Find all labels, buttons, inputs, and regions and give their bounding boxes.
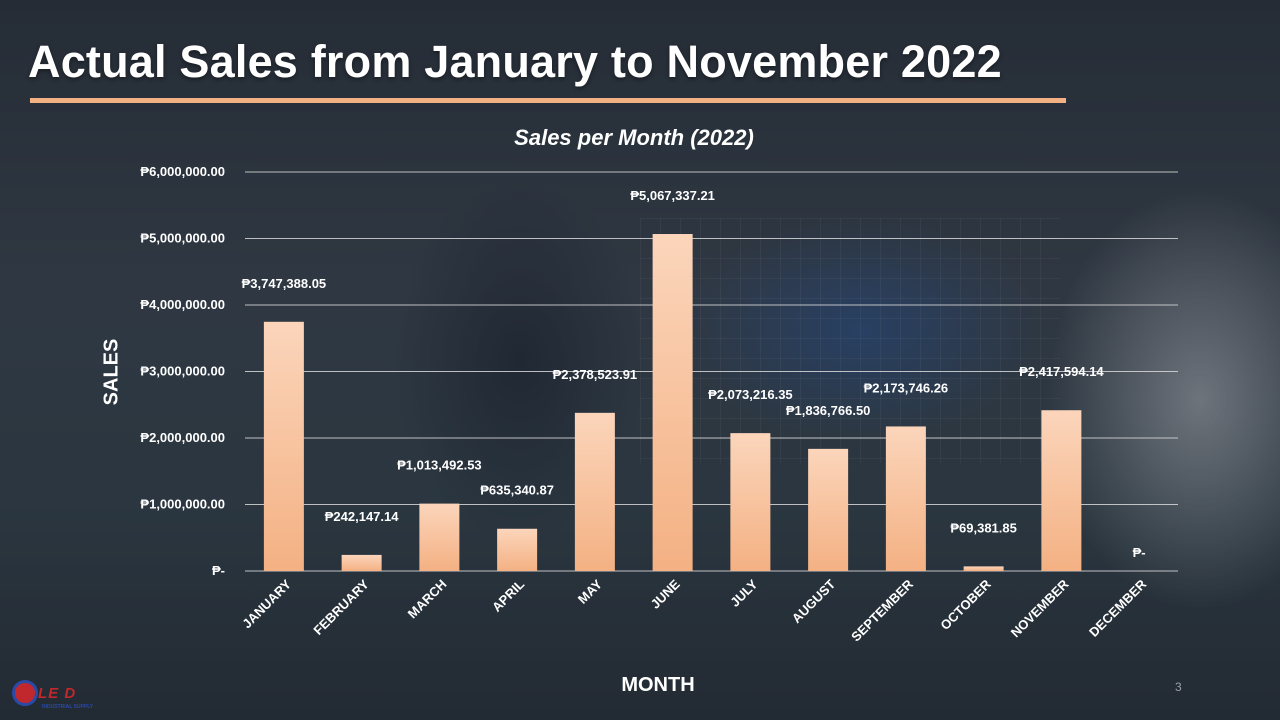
logo-ring-icon	[12, 680, 38, 706]
y-tick-label: ₱6,000,000.00	[140, 164, 225, 179]
bar	[341, 554, 382, 571]
bar	[808, 448, 849, 571]
bar	[574, 412, 615, 571]
logo-text: LE D	[38, 685, 77, 702]
logo-subtext: INDUSTRIAL SUPPLY	[42, 704, 94, 710]
x-tick-label: JUNE	[648, 576, 683, 611]
company-logo: LE D INDUSTRIAL SUPPLY	[12, 676, 112, 716]
x-tick-label: MAY	[575, 576, 605, 606]
bar	[963, 566, 1004, 571]
x-tick-label: JULY	[727, 576, 760, 609]
data-label: ₱69,381.85	[950, 520, 1017, 535]
bar	[419, 503, 460, 571]
y-tick-label: ₱1,000,000.00	[140, 497, 225, 512]
y-tick-label: ₱2,000,000.00	[140, 430, 225, 445]
background-monitor	[640, 218, 1060, 463]
x-tick-label: AUGUST	[789, 576, 838, 625]
y-tick-label: ₱-	[212, 563, 225, 578]
data-label: ₱2,417,594.14	[1019, 364, 1104, 379]
data-label: ₱635,340.87	[480, 483, 554, 498]
y-tick-label: ₱3,000,000.00	[140, 364, 225, 379]
bar	[263, 321, 304, 571]
x-tick-label: OCTOBER	[937, 576, 994, 633]
bar	[730, 433, 771, 571]
y-tick-label: ₱4,000,000.00	[140, 297, 225, 312]
bar	[885, 426, 926, 571]
x-tick-label: FEBRUARY	[310, 576, 372, 638]
data-label: ₱1,836,766.50	[786, 403, 871, 418]
data-label: ₱5,067,337.21	[630, 188, 715, 203]
data-label: ₱3,747,388.05	[242, 276, 327, 291]
slide-title: Actual Sales from January to November 20…	[28, 36, 1002, 87]
y-axis-title: SALES	[100, 338, 123, 406]
x-tick-label: APRIL	[489, 576, 527, 614]
x-tick-label: DECEMBER	[1086, 576, 1150, 640]
y-tick-label: ₱5,000,000.00	[140, 231, 225, 246]
data-label: ₱1,013,492.53	[397, 458, 482, 473]
data-label: ₱2,073,216.35	[708, 387, 793, 402]
data-label: ₱242,147.14	[325, 509, 400, 524]
page-number: 3	[1175, 680, 1182, 694]
x-axis-title: MONTH	[621, 674, 695, 696]
data-label: ₱-	[1133, 545, 1146, 560]
bar	[652, 234, 693, 571]
data-label: ₱2,173,746.26	[864, 380, 949, 395]
data-label: ₱2,378,523.91	[553, 367, 638, 382]
x-tick-label: NOVEMBER	[1008, 576, 1072, 640]
x-tick-label: SEPTEMBER	[848, 576, 916, 644]
title-underline	[30, 98, 1066, 103]
chart-title: Sales per Month (2022)	[514, 125, 754, 150]
x-tick-label: JANUARY	[239, 576, 294, 631]
bar	[1041, 410, 1082, 571]
bar	[497, 528, 538, 571]
x-tick-label: MARCH	[405, 577, 450, 622]
